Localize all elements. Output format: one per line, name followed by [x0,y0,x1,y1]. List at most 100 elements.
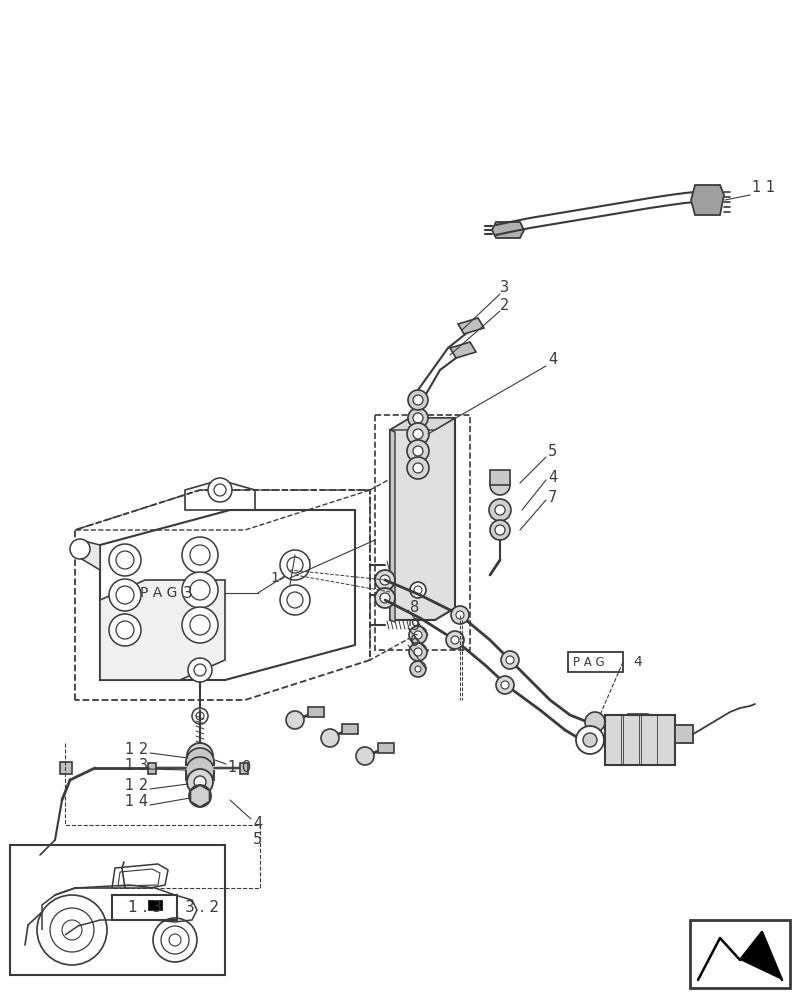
Circle shape [408,408,428,428]
Text: 8: 8 [410,600,419,615]
Circle shape [116,551,134,569]
Circle shape [70,539,90,559]
Polygon shape [450,342,476,358]
Circle shape [409,626,427,644]
Polygon shape [308,707,324,717]
Text: 1 1: 1 1 [752,180,775,196]
Text: 3 . 2: 3 . 2 [185,900,219,915]
Circle shape [187,743,213,769]
Text: 4: 4 [548,353,558,367]
Polygon shape [100,580,225,680]
Circle shape [446,631,464,649]
Polygon shape [623,736,643,748]
Circle shape [413,429,423,439]
Polygon shape [240,763,248,774]
Circle shape [50,908,94,952]
Text: 3: 3 [500,280,509,296]
Polygon shape [691,185,724,215]
Circle shape [153,918,197,962]
Polygon shape [60,762,72,774]
Circle shape [413,446,423,456]
Bar [568,652,623,672]
Text: 5: 5 [253,832,263,848]
Text: 5: 5 [548,444,558,460]
Circle shape [182,572,218,608]
Circle shape [490,520,510,540]
Circle shape [190,615,210,635]
Circle shape [182,537,218,573]
Circle shape [116,586,134,604]
Circle shape [408,390,428,410]
Circle shape [375,570,395,590]
Polygon shape [377,743,393,753]
Circle shape [414,631,422,639]
Circle shape [116,621,134,639]
Circle shape [456,611,464,619]
Circle shape [409,643,427,661]
Circle shape [287,557,303,573]
Circle shape [380,593,390,603]
Circle shape [506,656,514,664]
Circle shape [496,676,514,694]
Circle shape [280,585,310,615]
Circle shape [186,748,214,776]
Text: P A G: P A G [140,586,178,600]
Circle shape [109,579,141,611]
Circle shape [109,614,141,646]
Circle shape [580,732,600,752]
Polygon shape [628,714,648,726]
Circle shape [356,747,374,765]
Circle shape [501,651,519,669]
Polygon shape [740,932,782,980]
Circle shape [490,475,510,495]
Text: 7: 7 [548,490,558,506]
Text: 4: 4 [548,471,558,486]
Text: P A G: P A G [573,656,604,668]
Bar [162,582,214,604]
Circle shape [321,729,339,747]
Text: 1 4: 1 4 [125,794,148,810]
Circle shape [585,712,605,732]
Circle shape [501,681,509,689]
Circle shape [410,440,426,456]
Circle shape [451,606,469,624]
Polygon shape [390,430,395,622]
Circle shape [194,664,206,676]
Text: 1 0: 1 0 [228,760,251,776]
Circle shape [410,661,426,677]
Bar [10,845,225,975]
Text: 1: 1 [270,571,279,585]
Circle shape [495,525,505,535]
Circle shape [413,395,423,405]
Circle shape [280,550,310,580]
Circle shape [214,484,226,496]
Bar [623,715,639,765]
Circle shape [413,463,423,473]
Text: 1 3: 1 3 [125,758,148,774]
Polygon shape [390,418,455,620]
Circle shape [287,592,303,608]
Circle shape [190,545,210,565]
Circle shape [286,711,304,729]
Circle shape [208,478,232,502]
Text: 6: 6 [410,635,419,650]
Polygon shape [342,724,358,734]
Circle shape [192,708,208,724]
Circle shape [182,607,218,643]
Circle shape [414,586,422,594]
Text: 1 2: 1 2 [124,778,148,794]
Circle shape [187,769,213,795]
Circle shape [109,544,141,576]
Text: 1 . 3: 1 . 3 [128,900,162,915]
Circle shape [169,934,181,946]
Bar [690,920,790,988]
Text: 2: 2 [500,298,509,312]
Circle shape [414,444,422,452]
Circle shape [189,785,211,807]
Polygon shape [458,318,484,334]
Circle shape [380,575,390,585]
Circle shape [407,423,429,445]
Circle shape [576,726,604,754]
Circle shape [194,750,206,762]
Polygon shape [492,222,524,238]
